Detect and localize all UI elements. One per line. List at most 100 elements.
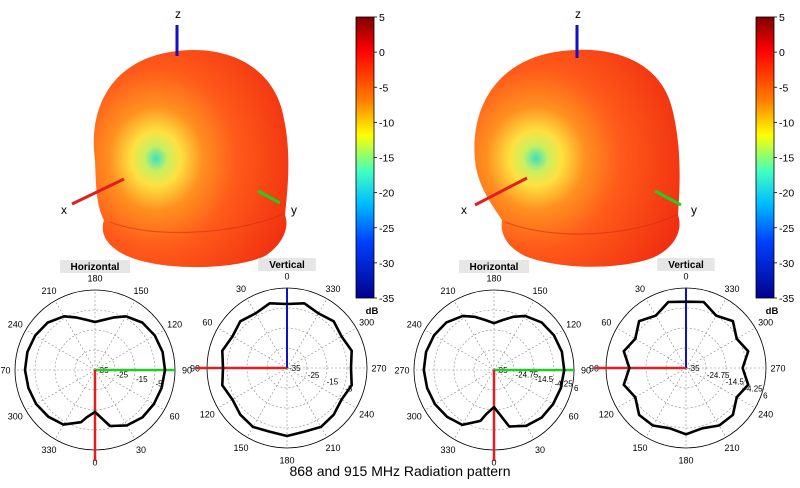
polar-angle-label: 150 bbox=[233, 443, 248, 453]
polar-spoke bbox=[286, 298, 328, 369]
colorbar-tick-label: -20 bbox=[379, 188, 394, 200]
polar-angle-label: 120 bbox=[599, 410, 614, 420]
polar-spoke bbox=[493, 369, 535, 440]
polar-angle-label: 240 bbox=[359, 410, 374, 420]
polar-angle-label: 30 bbox=[635, 284, 645, 294]
surface-shade bbox=[109, 213, 285, 234]
polar-angle-label: 0 bbox=[683, 272, 688, 282]
polar-angle-label: 270 bbox=[371, 364, 386, 374]
colorbar-right: dB 5 0 -5 -10 -15 -20 -25 -30 -35 bbox=[755, 12, 794, 317]
colorbar-tick-label: -15 bbox=[779, 153, 794, 165]
polar-vertical-right: 0 330 300 270 240 210 180 150 120 90 60 30 -35 -24.75… bbox=[589, 258, 786, 466]
polar-angle-label: 210 bbox=[724, 443, 739, 453]
colorbar-left: dB 5 0 -5 -10 -15 -20 -25 -30 -35 bbox=[355, 12, 394, 317]
x-axis-label: x bbox=[61, 203, 67, 217]
colorbar-tick-label: -35 bbox=[779, 293, 794, 305]
polar-spoke bbox=[424, 369, 495, 411]
polar-title-bg bbox=[258, 258, 316, 271]
polar-angle-label: 90 bbox=[190, 364, 200, 374]
polar-radial-label: 6 bbox=[763, 391, 768, 400]
polar-angle-label: 330 bbox=[41, 445, 56, 455]
colorbar-gradient bbox=[755, 16, 775, 299]
polar-angle-label: 210 bbox=[41, 286, 56, 296]
colorbar-gradient bbox=[355, 16, 375, 299]
polar-angle-label: 60 bbox=[170, 412, 180, 422]
polar-spoke bbox=[94, 300, 136, 371]
polar-angle-label: 60 bbox=[569, 412, 579, 422]
x-axis-label: x bbox=[461, 203, 467, 217]
polar-angle-label: 180 bbox=[279, 456, 294, 466]
polar-angle-label: 270 bbox=[0, 366, 11, 376]
polar-angle-label: 300 bbox=[407, 412, 422, 422]
polar-horizontal-left: 1801501209060300330300270240210-35-25-15… bbox=[0, 260, 192, 468]
colorbar-tick-label: 5 bbox=[779, 12, 785, 24]
polar-angle-label: 90 bbox=[589, 364, 599, 374]
polar-radial-label: 6 bbox=[574, 384, 579, 393]
z-axis-label: z bbox=[175, 7, 181, 21]
colorbar-tick-label: -20 bbox=[779, 188, 794, 200]
polar-angle-label: 30 bbox=[535, 445, 545, 455]
radiation-pattern-curve bbox=[221, 302, 353, 438]
polar-spoke bbox=[25, 329, 96, 371]
polar-radial-label: -5 bbox=[155, 379, 163, 388]
polar-spoke bbox=[616, 367, 687, 409]
polar-angle-label: 150 bbox=[532, 286, 547, 296]
colorbar-tick-label: -35 bbox=[379, 293, 394, 305]
radiation-pattern-curve bbox=[622, 300, 750, 436]
polar-radial-label: -14.5 bbox=[726, 378, 745, 387]
polar-spoke bbox=[493, 300, 535, 371]
polar-angle-label: 90 bbox=[581, 366, 591, 376]
polar-angle-label: 120 bbox=[167, 320, 182, 330]
polar-angle-label: 240 bbox=[758, 410, 773, 420]
y-axis-label: y bbox=[691, 203, 697, 217]
polar-title: Horizontal bbox=[470, 262, 519, 273]
polar-spoke bbox=[286, 327, 357, 369]
polar-angle-label: 120 bbox=[200, 410, 215, 420]
polar-radial-label: -4.25 bbox=[744, 385, 763, 394]
polar-spoke bbox=[685, 327, 756, 369]
polar-angle-label: 270 bbox=[394, 366, 409, 376]
polar-radial-label: -35 bbox=[289, 364, 301, 373]
polar-spoke bbox=[94, 329, 165, 371]
colorbar-tick-label: -25 bbox=[379, 223, 394, 235]
y-axis-line bbox=[257, 189, 281, 205]
radiation-pattern-curve bbox=[422, 314, 566, 428]
polar-spoke bbox=[94, 369, 165, 411]
polar-spoke bbox=[25, 369, 96, 411]
polar-spoke bbox=[54, 369, 96, 440]
polar-angle-label: 30 bbox=[136, 445, 146, 455]
polar-angle-label: 180 bbox=[678, 456, 693, 466]
polar-spoke bbox=[424, 329, 495, 371]
z-axis-label: z bbox=[575, 7, 581, 21]
polar-radial-label: -24.75 bbox=[707, 371, 730, 380]
polar-angle-label: 330 bbox=[325, 284, 340, 294]
colorbar-tick-label: -15 bbox=[379, 153, 394, 165]
polar-spoke bbox=[645, 367, 687, 438]
polar-spoke bbox=[453, 369, 495, 440]
colorbar-tick-label: -25 bbox=[779, 223, 794, 235]
polar-angle-label: 180 bbox=[486, 274, 501, 284]
y-axis-line bbox=[654, 189, 682, 207]
colorbar-tick-label: -30 bbox=[779, 258, 794, 270]
polar-angle-label: 60 bbox=[601, 318, 611, 328]
polar-title-bg bbox=[459, 260, 529, 273]
polar-spoke bbox=[616, 327, 687, 369]
surface-3d-left: z x y bbox=[61, 7, 297, 268]
polar-spoke bbox=[453, 300, 495, 371]
polar-radial-label: -25 bbox=[308, 371, 320, 380]
polar-spoke bbox=[685, 367, 756, 409]
polar-spoke bbox=[217, 327, 288, 369]
polar-spoke bbox=[645, 298, 687, 369]
polar-angle-label: 30 bbox=[236, 284, 246, 294]
polar-angle-label: 240 bbox=[8, 320, 23, 330]
polar-radial-label: -15 bbox=[136, 375, 148, 384]
polar-title: Vertical bbox=[269, 260, 305, 271]
polar-title: Horizontal bbox=[71, 262, 120, 273]
polar-spoke bbox=[286, 367, 328, 438]
polar-angle-label: 0 bbox=[284, 272, 289, 282]
polar-angle-label: 210 bbox=[325, 443, 340, 453]
polar-angle-label: 120 bbox=[566, 320, 581, 330]
colorbar-tick-label: 5 bbox=[379, 12, 385, 24]
polar-angle-label: 150 bbox=[133, 286, 148, 296]
polar-angle-label: 60 bbox=[202, 318, 212, 328]
